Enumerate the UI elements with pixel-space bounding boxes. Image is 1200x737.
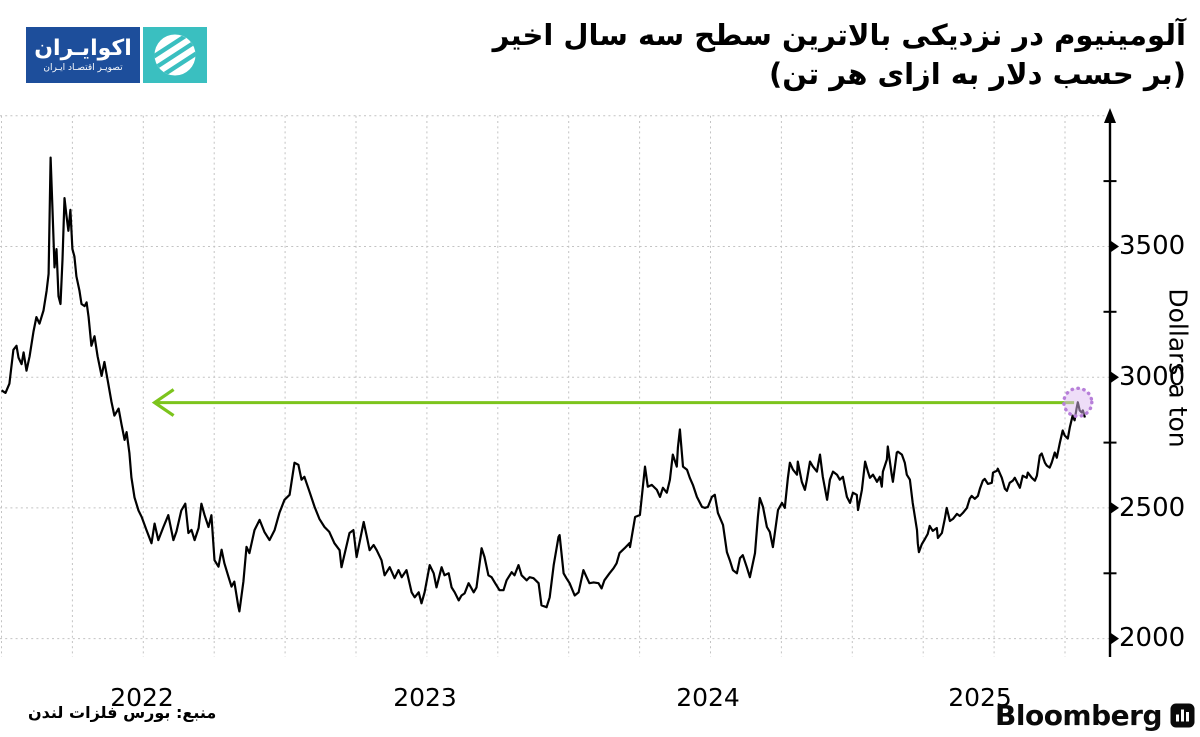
price-line (0, 156, 1086, 613)
chart-subtitle: (بر حسب دلار به ازای هر تن) (768, 57, 1186, 91)
bloomberg-icon (1170, 703, 1195, 728)
bloomberg-attribution: Bloomberg (995, 699, 1195, 732)
chart-title: آلومینیوم در نزدیکی بالاترین سطح سه سال … (492, 18, 1186, 52)
x-tick-label-2023: 2023 (393, 683, 457, 712)
y-tick-label-2500: 2500 (1119, 493, 1186, 523)
x-tick-label-2022: 2022 (110, 683, 174, 712)
y-axis-title: Dollars a ton (1163, 288, 1193, 448)
y-tick-label-3500: 3500 (1119, 231, 1186, 261)
ecoiran-logo-iconbox (143, 27, 207, 83)
y-tick-label-3000: 3000 (1119, 362, 1186, 392)
source-note: منبع: بورس فلزات لندن (28, 703, 217, 722)
ecoiran-logo-textbox: اکوایـران تصویـر اقتصـاد ایـران (26, 27, 140, 83)
ecoiran-logo: اکوایـران تصویـر اقتصـاد ایـران (26, 27, 207, 83)
ecoiran-logo-subtitle: تصویـر اقتصـاد ایـران (43, 63, 123, 73)
highlight-marker (1062, 386, 1094, 418)
x-tick-label-2025: 2025 (948, 683, 1012, 712)
trend-arrow (151, 388, 1075, 417)
chart-title-block: آلومینیوم در نزدیکی بالاترین سطح سه سال … (493, 16, 1186, 94)
ecoiran-logo-title: اکوایـران (34, 36, 132, 61)
bloomberg-wordmark: Bloomberg (995, 699, 1162, 732)
globe-stripes-icon (152, 32, 198, 78)
y-axis (1103, 108, 1119, 657)
y-tick-label-2000: 2000 (1119, 623, 1186, 653)
logo-divider (140, 27, 143, 83)
gridlines (0, 115, 1110, 657)
x-tick-label-2024: 2024 (676, 683, 740, 712)
